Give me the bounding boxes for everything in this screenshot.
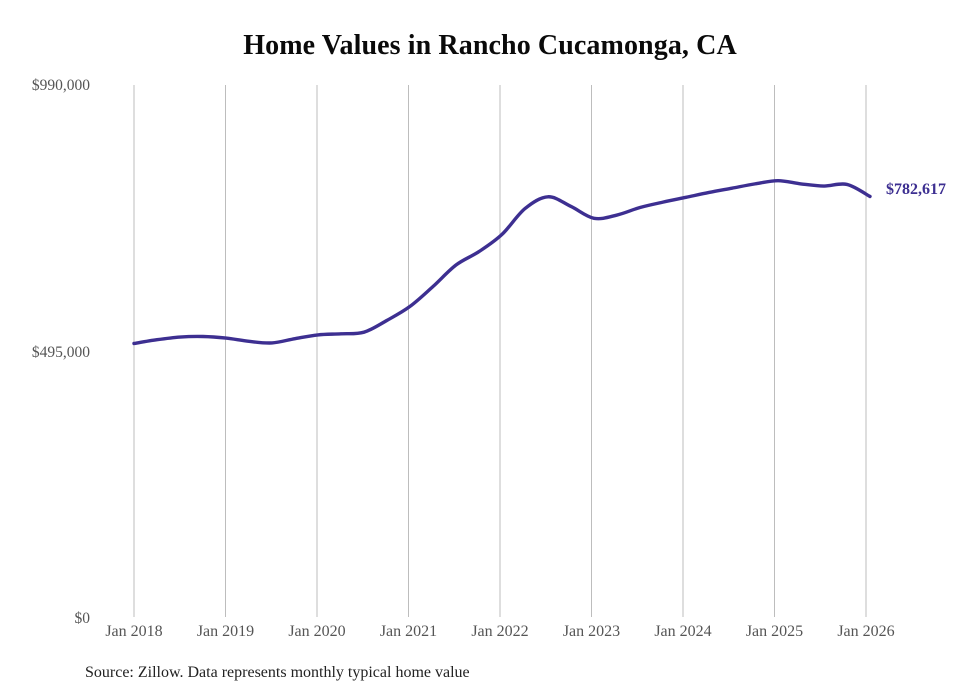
xtick-label-2026: Jan 2026 xyxy=(837,623,895,640)
chart-title: Home Values in Rancho Cucamonga, CA xyxy=(243,30,737,61)
xtick-label-2024: Jan 2024 xyxy=(654,623,712,640)
ytick-label-top: $990,000 xyxy=(31,77,90,94)
value-line xyxy=(132,178,872,346)
xtick-label-2022: Jan 2022 xyxy=(471,623,529,640)
ytick-label-zero: $0 xyxy=(74,610,91,627)
end-value-annotation: $782,617 xyxy=(886,181,946,198)
xtick-label-2023: Jan 2023 xyxy=(562,623,621,640)
xtick-label-2021: Jan 2021 xyxy=(379,623,438,640)
source-note: Source: Zillow. Data represents monthly … xyxy=(85,664,470,681)
xtick-label-2020: Jan 2020 xyxy=(288,623,346,640)
gridlines xyxy=(133,85,867,617)
xtick-label-2018: Jan 2018 xyxy=(105,623,163,640)
ytick-label-mid: $495,000 xyxy=(31,344,90,361)
xtick-label-2025: Jan 2025 xyxy=(745,623,804,640)
xtick-label-2019: Jan 2019 xyxy=(196,623,255,640)
